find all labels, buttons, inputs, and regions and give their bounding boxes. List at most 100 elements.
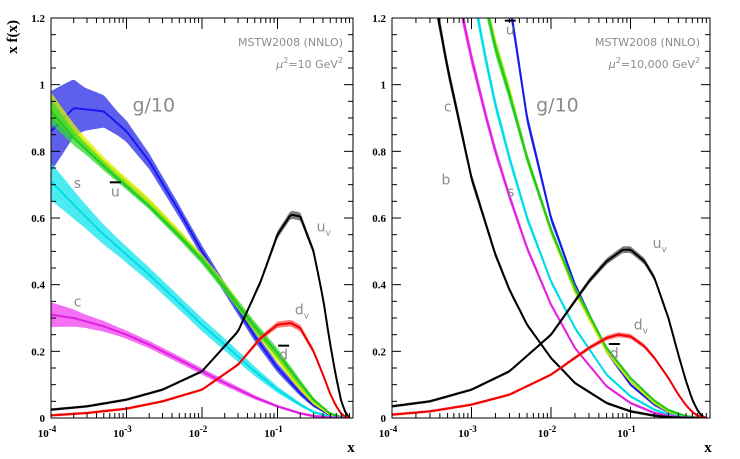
curve-label-text: c [444, 99, 452, 115]
x-tick-label: 10-1 [264, 424, 283, 440]
pdf-line-d-v [392, 333, 707, 418]
curve-label-g/10: g/10 [536, 94, 579, 116]
curve-label-text: c [74, 294, 82, 310]
x-tick-label: 10-2 [189, 424, 208, 440]
x-tick-base: 10 [379, 428, 391, 440]
pdf-line-c [51, 313, 350, 418]
pdf-band-s [51, 162, 350, 418]
pdf-line-unlabeled [487, 18, 707, 418]
curve-label-text: d [279, 348, 288, 364]
curve-label-s: s [74, 176, 81, 192]
y-tick-label: 0.8 [372, 146, 386, 158]
curve-label-text: d [634, 318, 643, 334]
curve-label-text: g/10 [536, 94, 579, 116]
y-tick-label: 0.6 [31, 213, 45, 225]
curve-label-text: b [442, 173, 451, 189]
x-tick-exponent: -1 [275, 424, 283, 434]
y-tick-label: 1.2 [372, 13, 386, 25]
pdf-set-annotation: MSTW2008 (NNLO) [595, 36, 700, 49]
y-tick-label: 0.6 [372, 213, 386, 225]
x-tick-exponent: -4 [390, 424, 398, 434]
scale-unit-exponent: 2 [338, 56, 343, 65]
scale-value: =10 GeV [288, 58, 338, 71]
curve-label-u-v: uv [317, 219, 332, 238]
curve-label-d-bar: d [279, 348, 288, 364]
y-tick-label: 0.8 [31, 146, 45, 158]
pdf-set-annotation: MSTW2008 (NNLO) [238, 36, 343, 49]
pdf-line-s [476, 18, 707, 418]
curve-label-d-v: dv [634, 318, 649, 337]
x-tick-base: 10 [264, 428, 276, 440]
y-tick-label: 0 [381, 413, 387, 425]
curve-label-text: u [506, 23, 515, 39]
pdf-band-u-v [392, 246, 707, 418]
curve-label-subscript: v [662, 245, 668, 255]
y-tick-label: 0 [40, 413, 46, 425]
scale-exponent: 2 [283, 56, 288, 65]
pdf-line-s [51, 180, 350, 418]
curve-label-subscript: v [643, 327, 649, 337]
curve-label-u-bar: u [506, 23, 515, 39]
plot-area [392, 18, 707, 418]
curve-label-text: s [507, 184, 514, 200]
x-tick-base: 10 [538, 428, 550, 440]
x-tick-exponent: -3 [124, 424, 132, 434]
curve-label-u-v: uv [653, 236, 668, 255]
scale-exponent: 2 [616, 56, 621, 65]
x-tick-exponent: -4 [49, 424, 57, 434]
scale-symbol: μ [608, 58, 616, 71]
y-tick-label: 1 [40, 80, 46, 92]
curve-label-b: b [442, 173, 451, 189]
y-tick-label: 0.4 [31, 280, 45, 292]
curve-label-text: u [317, 219, 326, 235]
pdf-line-d-v [51, 322, 350, 418]
curve-label-d-bar: d [610, 346, 619, 362]
y-tick-label: 1 [381, 80, 387, 92]
curve-label-text: u [653, 236, 662, 252]
curve-label-s: s [507, 184, 514, 200]
curve-label-d-v: dv [295, 303, 310, 322]
x-tick-label: 10-4 [379, 424, 398, 440]
x-tick-exponent: -1 [628, 424, 636, 434]
curve-label-subscript: v [304, 312, 310, 322]
y-tick-label: 0.4 [372, 280, 386, 292]
x-tick-base: 10 [617, 428, 629, 440]
x-tick-exponent: -3 [469, 424, 477, 434]
x-tick-label: 10-3 [113, 424, 132, 440]
curve-label-c: c [74, 294, 82, 310]
curve-label-g/10: g/10 [132, 94, 175, 116]
y-tick-label: 0.2 [372, 346, 386, 358]
curve-label-subscript: v [326, 228, 332, 238]
plot-area [51, 79, 351, 418]
x-tick-label: 10-4 [38, 424, 57, 440]
pdf-line-g/10 [51, 107, 350, 418]
x-tick-base: 10 [189, 428, 201, 440]
scale-symbol: μ [275, 58, 283, 71]
curve-label-text: d [610, 346, 619, 362]
x-tick-exponent: -2 [549, 424, 557, 434]
curve-label-text: u [111, 184, 120, 200]
chart-panel-2: 00.20.40.60.811.210-4 10-3 10-2 10-1xMSTW20… [372, 13, 712, 456]
curve-label-text: s [74, 176, 81, 192]
curve-label-u-bar: u [111, 184, 120, 200]
x-tick-label: 10-3 [458, 424, 477, 440]
pdf-line-unlabeled [51, 110, 350, 418]
pdf-band-c [51, 302, 350, 418]
x-tick-label: 10-2 [538, 424, 557, 440]
scale-annotation: μ2=10 GeV2 [275, 56, 343, 71]
pdf-line-c [461, 18, 707, 418]
pdf-line-b [437, 18, 707, 418]
x-axis-title: x [704, 440, 712, 456]
curve-label-text: g/10 [132, 94, 175, 116]
scale-unit-exponent: 2 [695, 56, 700, 65]
x-tick-label: 10-1 [617, 424, 636, 440]
y-axis-title: x f(x) [5, 20, 21, 54]
y-tick-label: 1.2 [31, 13, 45, 25]
x-tick-base: 10 [113, 428, 125, 440]
curve-label-c: c [444, 99, 452, 115]
scale-annotation: μ2=10,000 GeV2 [608, 56, 700, 71]
x-tick-exponent: -2 [200, 424, 208, 434]
chart-panel-1: 00.20.40.60.811.210-4 10-3 10-2 10-1xx f(x)… [5, 13, 355, 456]
